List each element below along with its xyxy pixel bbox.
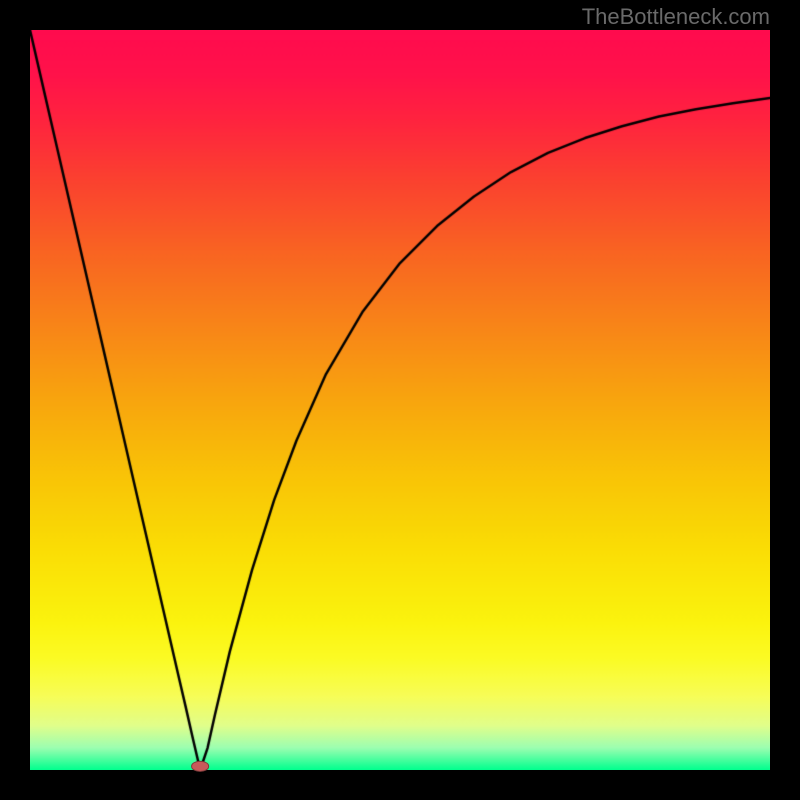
plot-area	[30, 30, 770, 770]
watermark-text: TheBottleneck.com	[582, 4, 770, 30]
bottleneck-curve	[30, 30, 770, 770]
